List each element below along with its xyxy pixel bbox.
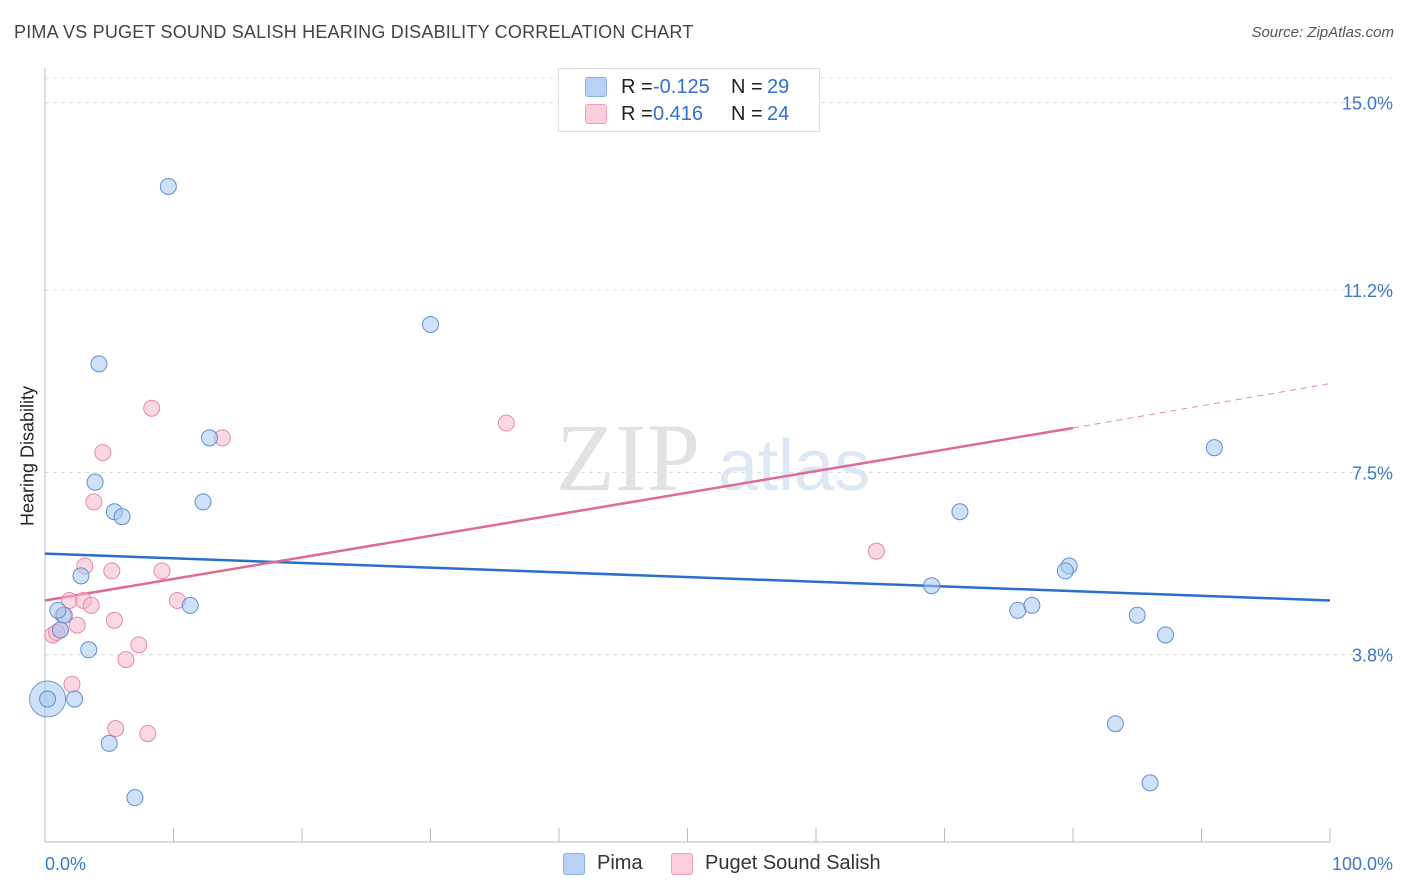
pima-point	[1141, 774, 1159, 792]
salish-point	[85, 493, 103, 511]
pima-point	[72, 567, 90, 585]
pima-point	[86, 473, 104, 491]
pima-point	[51, 621, 69, 639]
salish-point	[82, 596, 100, 614]
pima-point	[113, 508, 131, 526]
pima-point	[49, 601, 67, 619]
salish-point	[63, 675, 81, 693]
pima-point	[422, 315, 439, 333]
r-value: -0.125	[653, 75, 710, 98]
pima-point	[80, 641, 98, 659]
pima-point	[1023, 596, 1041, 614]
chart-title: PIMA VS PUGET SOUND SALISH HEARING DISAB…	[14, 22, 694, 42]
salish-point	[103, 562, 121, 580]
pima-point	[1128, 606, 1146, 624]
pima-legend-label: Pima	[597, 852, 643, 874]
pima-point	[1009, 601, 1027, 619]
r-value: 0.416	[653, 102, 704, 125]
salish-point	[94, 444, 112, 462]
n-label: N =	[731, 102, 763, 125]
pima-point	[126, 789, 144, 807]
pima-point	[90, 355, 108, 373]
pima-point	[159, 177, 177, 195]
pima-point	[1157, 626, 1175, 644]
pima-point	[1205, 439, 1223, 457]
n-value: 29	[767, 75, 790, 98]
tick-labels: 3.8% 7.5% 11.2% 15.0% 0.0% 100.0%	[45, 94, 1393, 874]
salish-point	[130, 636, 148, 654]
salish-point	[107, 720, 125, 738]
salish-point	[105, 611, 123, 629]
salish-point	[497, 414, 515, 432]
y-axis-label: Hearing Disability	[17, 385, 38, 527]
salish-point	[153, 562, 171, 580]
stats-legend: R = -0.125 N = 29 R = 0.416 N = 24	[558, 68, 820, 132]
series-legend: Pima Puget Sound Salish	[0, 852, 1406, 876]
trend-lines	[44, 383, 1331, 602]
pima-point	[194, 493, 212, 511]
salish-point	[143, 399, 161, 417]
pima-point	[200, 429, 218, 447]
pima-legend-swatch	[563, 852, 585, 875]
x-tick-label-min: 0.0%	[45, 854, 86, 874]
y-tick-label: 15.0%	[1342, 94, 1393, 114]
legend-row-pima: R = -0.125 N = 29	[585, 75, 789, 99]
salish-point	[867, 542, 885, 560]
y-tick-label: 11.2%	[1343, 281, 1393, 301]
watermark: ZIP atlas	[556, 404, 870, 511]
pima-point	[923, 577, 941, 595]
salish-trend-extension	[1072, 383, 1331, 429]
legend-item-pima[interactable]: Pima	[563, 852, 643, 875]
r-label: R =	[621, 75, 653, 98]
pima-trend-line	[44, 552, 1331, 602]
salish-point	[68, 616, 86, 634]
data-points	[29, 177, 1223, 807]
x-tick-label-max: 100.0%	[1332, 854, 1393, 874]
pima-point	[39, 690, 57, 708]
chart-source: Source: ZipAtlas.com	[1251, 24, 1394, 41]
n-value: 24	[767, 102, 790, 125]
pima-point	[1106, 715, 1124, 733]
watermark-zip: ZIP	[556, 404, 700, 511]
pima-point	[181, 596, 199, 614]
pima-swatch	[585, 77, 607, 97]
legend-item-salish[interactable]: Puget Sound Salish	[671, 852, 881, 875]
n-label: N =	[731, 75, 763, 98]
pima-point	[1056, 562, 1074, 580]
legend-row-salish: R = 0.416 N = 24	[585, 102, 789, 126]
salish-legend-label: Puget Sound Salish	[705, 852, 881, 874]
pima-point	[100, 734, 118, 752]
salish-point	[117, 651, 135, 669]
pima-point	[951, 503, 969, 521]
y-tick-label: 3.8%	[1352, 646, 1393, 666]
r-label: R =	[621, 102, 653, 125]
salish-swatch	[585, 104, 607, 124]
y-tick-label: 7.5%	[1352, 463, 1393, 483]
salish-legend-swatch	[671, 852, 693, 875]
pima-point	[66, 690, 84, 708]
salish-point	[139, 725, 157, 743]
salish-trend-line	[44, 426, 1074, 602]
grid-lines	[45, 77, 1392, 656]
